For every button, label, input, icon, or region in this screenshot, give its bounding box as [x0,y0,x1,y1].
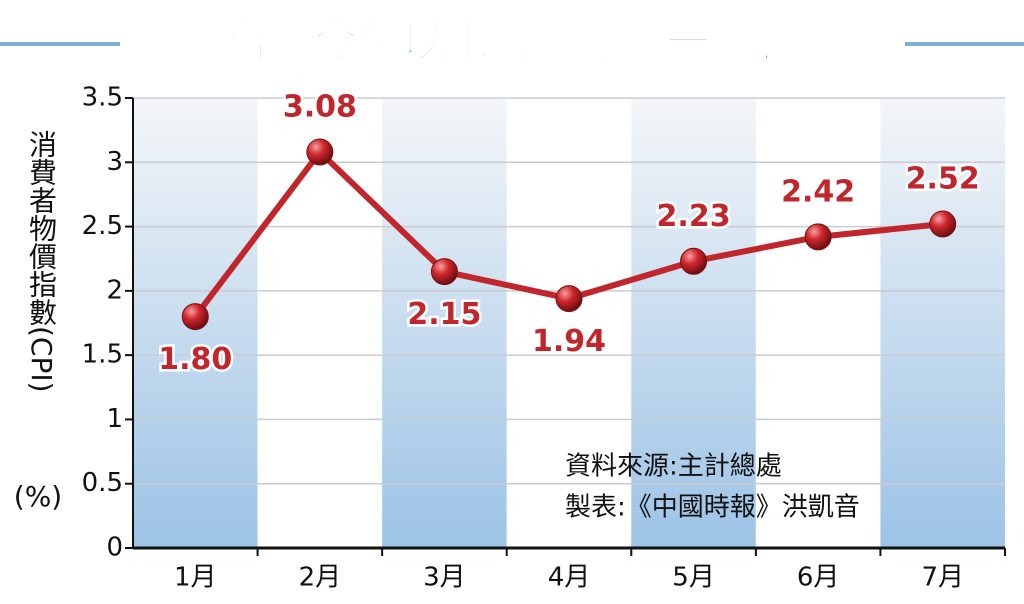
x-tick-label: 3月 [423,563,466,593]
y-tick-label: 1.5 [82,340,123,370]
data-point [555,285,583,313]
data-point [929,210,957,238]
data-label: 1.94 [532,324,606,359]
y-tick-label: 3.5 [82,83,123,113]
y-tick-label: 2.5 [82,211,123,241]
y-axis-unit: (%) [14,480,62,513]
column-band [382,98,507,548]
x-tick-label: 1月 [174,563,217,593]
data-label: 2.52 [906,162,980,197]
y-tick-label: 1 [106,404,123,434]
column-band [880,98,1005,548]
data-point [680,247,708,275]
source-note: 資料來源:主計總處 [565,452,782,482]
data-label: 1.80 [158,342,232,377]
column-band [755,98,881,548]
x-tick-label: 4月 [548,563,591,593]
data-point [181,303,209,331]
data-point [306,138,334,166]
data-label: 2.23 [657,199,731,234]
x-tick-label: 7月 [921,563,964,593]
y-tick-label: 0 [106,533,123,563]
x-tick-label: 2月 [299,563,342,593]
credit-note: 製表:《中國時報》洪凱音 [565,493,860,523]
y-tick-label: 2 [106,275,123,305]
y-tick-label: 3 [106,147,123,177]
data-label: 2.15 [407,297,481,332]
x-tick-label: 6月 [797,563,840,593]
data-label: 3.08 [283,90,357,125]
chart-title: 台灣今年以來物價漲幅一覽表 [226,16,798,67]
data-point [430,258,458,286]
column-band [506,98,632,548]
plot-area: 0 0.5 1 1.5 2 2.5 3 3.5 消費者物價指數(CPI) (%) 1月 2月 3月 4月 5… [14,83,1006,593]
data-label: 2.42 [781,174,855,209]
data-point [804,223,832,251]
column-band [631,98,756,548]
y-axis-label: 消費者物價指數(CPI) [25,130,58,393]
y-tick-label: 0.5 [82,468,123,498]
x-tick-label: 5月 [672,563,715,593]
column-band [257,98,383,548]
